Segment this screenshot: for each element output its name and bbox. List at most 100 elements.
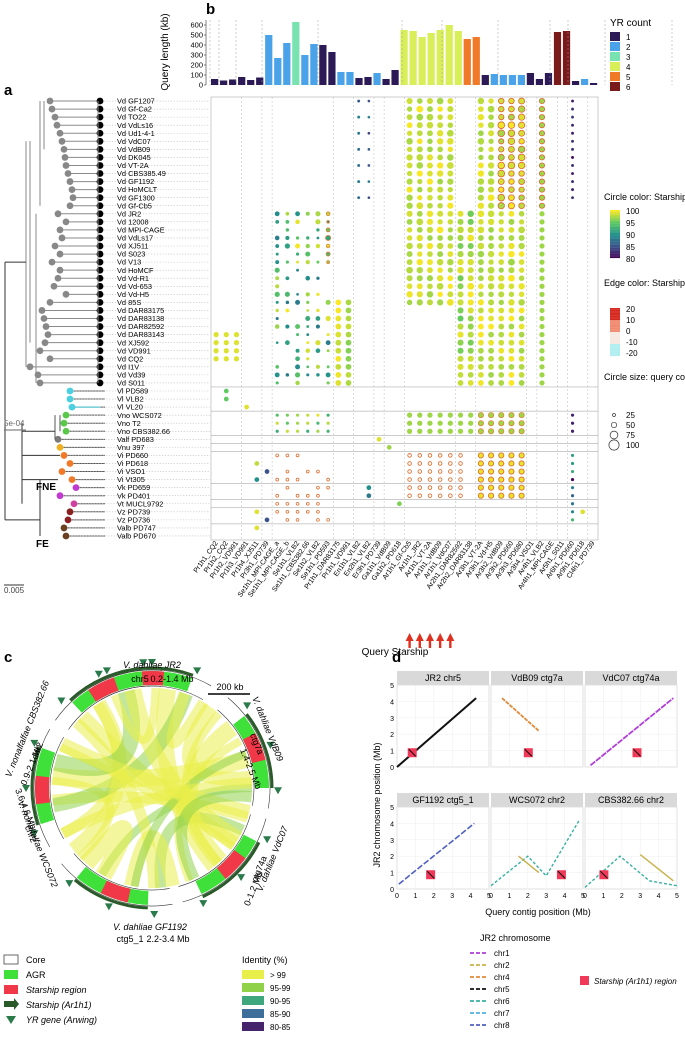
b-bar — [445, 25, 453, 85]
yr-gene-triangle — [30, 739, 39, 747]
fe-ring-circle — [305, 469, 310, 474]
ani-circle — [539, 356, 545, 362]
legend-color-gradient — [610, 217, 620, 219]
legend-edge-gradient — [610, 316, 620, 318]
ani-circle — [477, 428, 484, 435]
ani-circle — [497, 121, 506, 129]
dotplot-ytick: 5 — [390, 683, 394, 690]
legend-color-gradient — [610, 253, 620, 255]
dotplot-xtick: 4 — [657, 893, 661, 900]
ani-circle — [539, 211, 545, 217]
legend-color-gradient — [610, 230, 620, 232]
ani-circle — [498, 420, 505, 427]
ani-circle — [416, 105, 424, 113]
strain-label: Vz PD739 — [117, 507, 150, 516]
ani-circle — [416, 299, 423, 306]
ani-circle — [467, 259, 474, 266]
ani-circle — [498, 97, 505, 105]
fe-ring-circle — [458, 469, 463, 474]
red-arrow-marker — [436, 633, 445, 648]
ani-circle — [446, 299, 454, 306]
ani-circle — [295, 324, 301, 330]
legend-edge-gradient — [610, 323, 620, 325]
ani-circle — [467, 234, 474, 241]
ani-circle — [416, 138, 423, 145]
ani-circle — [538, 186, 546, 193]
dotplot-strip — [397, 671, 489, 685]
ani-circle — [285, 260, 289, 264]
ani-circle — [436, 97, 444, 105]
ani-circle — [446, 129, 454, 137]
ani-circle — [305, 275, 311, 281]
fe-ring-circle — [305, 501, 310, 506]
ani-circle — [487, 210, 495, 218]
legend-size-tick: 25 — [626, 411, 635, 420]
ani-circle — [477, 186, 485, 193]
legend-edge-gradient — [610, 351, 620, 353]
ani-circle — [478, 291, 484, 298]
legend-edge-tick: 10 — [626, 316, 635, 325]
ani-circle — [417, 195, 423, 201]
ani-circle — [416, 146, 423, 153]
ani-circle — [437, 146, 443, 153]
panel-d-dotplots: JR2 chr5 0 1 2 3 4 5 VdB09 ctg7a VdC07 ctg74a GF1… — [372, 671, 679, 1030]
ani-circle — [406, 162, 413, 169]
ani-circle — [345, 331, 352, 338]
ani-circle — [498, 307, 505, 314]
ani-circle — [335, 355, 342, 362]
ani-circle — [571, 99, 574, 103]
ani-circle — [538, 178, 546, 185]
ani-circle — [508, 412, 515, 419]
ani-circle — [264, 517, 270, 523]
legend-size-tick: 50 — [626, 421, 635, 430]
ani-circle — [467, 380, 474, 386]
ani-circle — [508, 372, 515, 378]
b-bar — [490, 74, 498, 85]
fe-ring-circle — [427, 493, 433, 498]
strain-label: Vd JR2 — [117, 209, 141, 218]
ani-circle — [447, 235, 454, 241]
legend-edge-gradient — [610, 341, 620, 343]
fe-ring-circle — [407, 477, 412, 482]
fe-ring-circle — [316, 485, 320, 490]
legend-color-tick: 100 — [626, 207, 640, 216]
ani-circle — [406, 428, 413, 434]
fe-ring-circle — [458, 461, 463, 466]
dotplot-title: WCS072 chr2 — [509, 795, 565, 805]
tree-node-gray — [69, 194, 77, 202]
ani-circle — [538, 114, 546, 121]
ani-circle — [487, 218, 495, 225]
ani-circle — [488, 347, 494, 354]
ani-circle — [477, 259, 484, 266]
ani-circle — [427, 251, 433, 257]
legend-edge-gradient — [610, 339, 620, 341]
ani-circle — [315, 340, 321, 346]
ani-circle — [213, 340, 219, 346]
ani-circle — [498, 315, 505, 322]
ani-circle — [508, 170, 515, 177]
ani-circle — [426, 226, 434, 234]
ani-circle — [457, 412, 464, 418]
strain-label: Vno CBS382.66 — [117, 427, 170, 436]
ani-circle — [264, 469, 270, 474]
b-bar — [436, 30, 444, 85]
fe-ring-circle — [437, 453, 443, 458]
legend-edge-gradient — [610, 318, 620, 321]
ani-circle — [274, 267, 280, 273]
tree-node-gray — [53, 121, 61, 129]
ani-circle — [467, 291, 474, 298]
ani-circle — [571, 139, 574, 143]
b-bar — [355, 78, 363, 85]
ani-circle — [498, 363, 505, 370]
tree-tip — [62, 411, 70, 419]
ani-circle — [508, 267, 515, 274]
ani-circle — [427, 138, 433, 145]
ani-circle — [436, 162, 444, 169]
ani-circle — [437, 178, 444, 185]
fe-ring-circle — [437, 485, 443, 490]
ani-circle — [478, 283, 484, 290]
ani-circle — [326, 381, 330, 385]
ani-circle — [427, 259, 433, 266]
ani-circle — [345, 347, 352, 354]
